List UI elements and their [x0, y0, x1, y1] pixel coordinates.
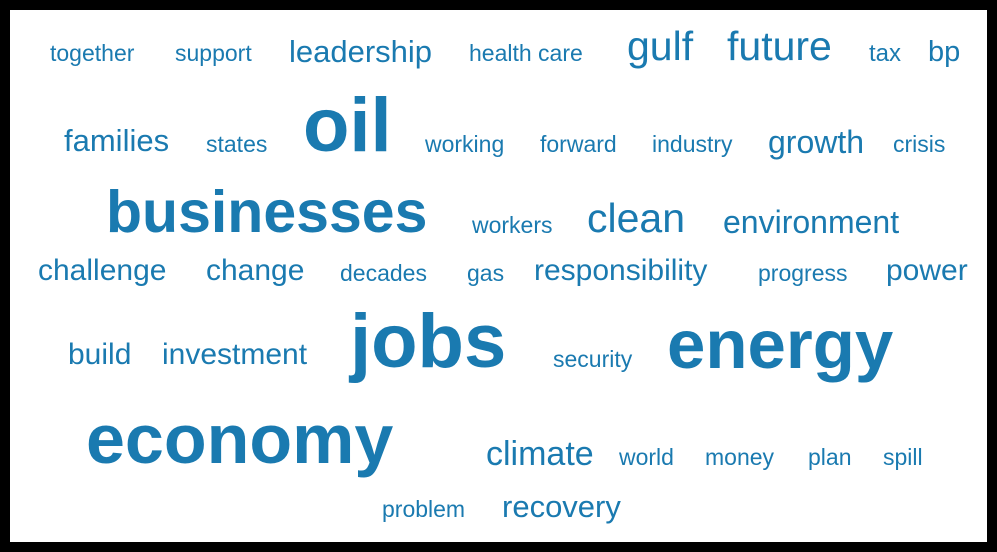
word-change: change [206, 254, 305, 287]
word-support: support [175, 40, 252, 66]
word-oil: oil [303, 83, 392, 168]
word-working: working [425, 131, 505, 157]
word-workers: workers [472, 212, 553, 238]
word-power: power [886, 254, 968, 287]
word-leadership: leadership [289, 34, 433, 69]
word-economy: economy [86, 400, 394, 478]
word-environment: environment [723, 204, 900, 240]
word-together: together [50, 40, 135, 66]
word-growth: growth [768, 124, 865, 160]
word-problem: problem [382, 496, 466, 522]
word-climate: climate [486, 435, 594, 473]
word-world: world [619, 444, 674, 470]
word-families: families [64, 123, 170, 158]
word-forward: forward [540, 131, 617, 157]
word-crisis: crisis [893, 131, 946, 157]
word-clean: clean [587, 195, 686, 241]
word-security: security [553, 346, 633, 372]
word-gulf: gulf [627, 23, 694, 69]
word-states: states [206, 131, 268, 157]
word-build: build [68, 338, 132, 371]
word-investment: investment [162, 338, 308, 371]
word-industry: industry [652, 131, 733, 157]
word-responsibility: responsibility [534, 254, 708, 287]
word-future: future [727, 23, 832, 69]
word-progress: progress [758, 260, 848, 286]
word-bp: bp [928, 36, 961, 68]
word-plan: plan [808, 444, 852, 470]
word-gas: gas [467, 260, 505, 286]
word-health-care: health care [469, 40, 583, 66]
word-money: money [705, 444, 775, 470]
word-decades: decades [340, 260, 427, 286]
word-spill: spill [883, 444, 923, 470]
word-challenge: challenge [38, 254, 167, 287]
word-businesses: businesses [106, 179, 428, 245]
word-jobs: jobs [350, 299, 507, 384]
word-energy: energy [667, 306, 894, 383]
word-tax: tax [869, 40, 902, 67]
word-recovery: recovery [502, 489, 621, 524]
